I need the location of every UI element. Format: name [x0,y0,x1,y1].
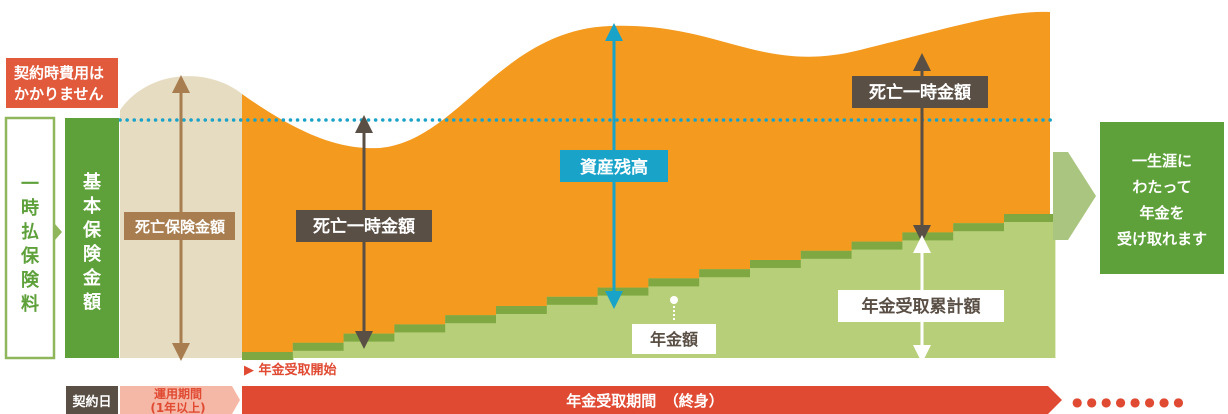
annuity-label-box [632,324,716,354]
annuity-step [546,296,599,358]
basic-insured-char: 額 [82,291,101,313]
annuity-label: 年金額 [650,330,698,349]
basic-insured-char: 金 [82,267,102,289]
annuity-period-arrow [242,386,1062,414]
basic-insured-char: 基 [82,171,102,193]
basic-insured-char: 保 [82,219,102,241]
annuity-step-top [546,296,599,305]
annuity-step-top [648,278,700,287]
basic-insured-box [65,118,119,358]
no-fee-text-1: 契約時費用は [13,64,104,82]
death-benefit-label: 死亡保険金額 [135,218,225,236]
annuity-step [496,306,548,358]
lifetime-annuity-line: 一生涯に [1132,152,1192,170]
annuity-pin-dot [670,296,678,304]
lump-sum-label-box-2 [852,76,988,108]
annuity-step-top [597,287,649,296]
continuation-dots: ●●●●●●●● [1072,395,1188,409]
single-premium-box [4,116,56,360]
operation-period-label-1: 運用期間 [154,386,202,401]
no-fee-box [6,58,118,108]
lifetime-annuity-line: 受け取れます [1117,230,1207,248]
operation-period-arrow [120,386,240,414]
annuity-step-top [292,342,345,351]
annuity-start-label: ▶ 年金受取開始 [244,362,337,378]
cumulative-label-box [838,290,1004,322]
annuity-step-top [496,306,548,314]
lifetime-annuity-line: わたって [1132,178,1191,196]
lump-sum-label-box-1 [296,210,432,242]
contract-date-label: 契約日 [71,394,111,410]
annuity-period-label: 年金受取期間 （終身） [566,392,724,410]
contract-date-box [66,386,118,414]
lump-sum-label-2: 死亡一時金額 [869,82,971,103]
lifetime-annuity-line: 年金を [1139,204,1184,222]
single-premium-char: 料 [21,293,39,315]
right-arrow-icon [1053,152,1096,240]
annuity-step-top [699,269,751,278]
single-premium-char: 保 [20,245,40,267]
annuity-step-top [902,232,954,241]
single-premium-char: 一 [21,174,39,195]
lump-sum-label-1: 死亡一時金額 [313,216,415,237]
single-premium-char: 払 [21,221,39,243]
operation-period-label-2: (1年以上) [150,400,205,414]
asset-balance-label-box [560,150,668,182]
no-fee-text-2: かかりません [14,85,104,103]
annuity-step-top [851,241,903,250]
annuity-step-top [394,324,446,333]
annuity-step [1004,214,1056,358]
annuity-step-top [242,352,294,360]
annuity-step-top [445,315,497,324]
annuity-step [750,260,802,358]
asset-balance-label: 資産残高 [580,157,648,178]
death-benefit-label-box [124,212,235,240]
annuity-step-top [1004,214,1056,222]
annuity-step-top [343,333,395,342]
basic-insured-char: 本 [83,195,101,217]
annuity-step-top [800,250,853,259]
small-arrow-icon [55,224,62,240]
lifetime-annuity-box [1100,122,1224,274]
annuity-step-top [953,223,1005,232]
single-premium-char: 険 [21,269,40,291]
single-premium-char: 時 [21,198,39,219]
basic-insured-char: 険 [83,243,102,265]
cumulative-label: 年金受取累計額 [862,296,981,317]
annuity-step-top [750,260,802,268]
